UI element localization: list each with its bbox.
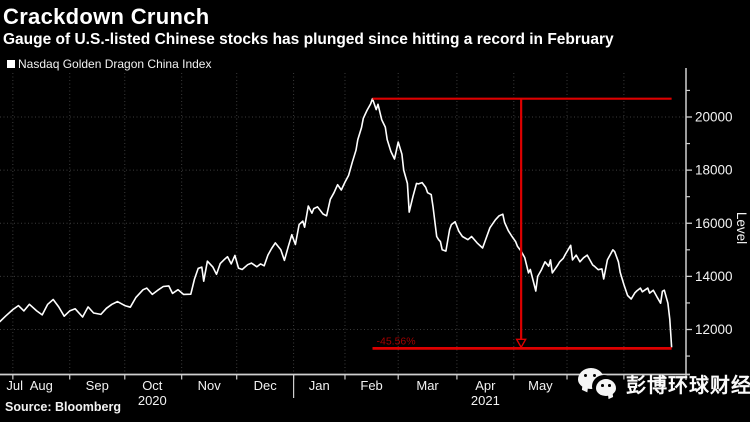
wechat-account-name: 彭博环球财经 [626,372,750,397]
svg-text:20000: 20000 [695,110,733,125]
svg-text:Level: Level [734,212,749,244]
svg-text:2020: 2020 [138,393,167,408]
wechat-icon [578,366,620,400]
svg-text:Apr: Apr [475,378,496,393]
svg-text:Jul: Jul [6,378,23,393]
legend-swatch-icon [7,60,15,68]
svg-text:12000: 12000 [695,322,733,337]
svg-text:Oct: Oct [142,378,163,393]
legend-label: Nasdaq Golden Dragon China Index [18,57,212,71]
svg-text:18000: 18000 [695,163,733,178]
page-subtitle: Gauge of U.S.-listed Chinese stocks has … [3,31,614,48]
svg-text:2021: 2021 [471,393,500,408]
wechat-bubble-small [596,379,616,396]
svg-text:Mar: Mar [416,378,439,393]
svg-text:Feb: Feb [360,378,382,393]
page-title: Crackdown Crunch [3,4,210,29]
wechat-watermark: 彭博环球财经 [578,366,750,400]
svg-text:Aug: Aug [30,378,53,393]
svg-text:Dec: Dec [254,378,278,393]
svg-text:Jan: Jan [309,378,330,393]
svg-text:Sep: Sep [86,378,109,393]
chart-legend: Nasdaq Golden Dragon China Index [7,57,211,71]
source-note: Source: Bloomberg [5,400,121,414]
svg-text:Nov: Nov [198,378,222,393]
svg-text:14000: 14000 [695,269,733,284]
svg-text:May: May [528,378,553,393]
svg-text:16000: 16000 [695,216,733,231]
svg-text:-45.56%: -45.56% [377,335,416,347]
